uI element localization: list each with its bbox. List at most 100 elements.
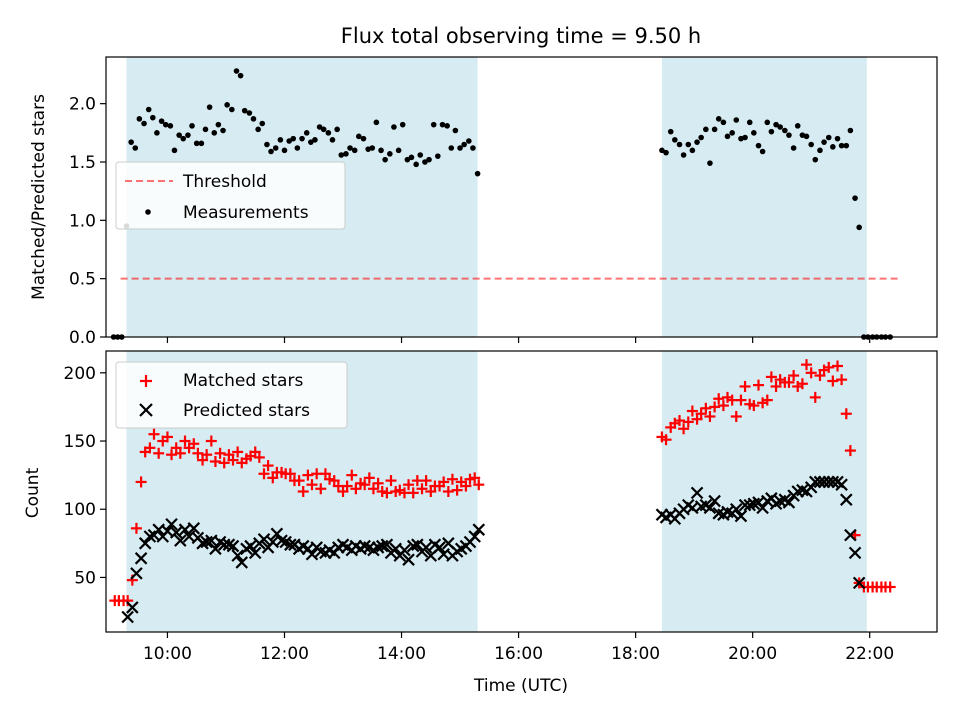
measurement-point [202,126,209,133]
measurement-point [189,123,195,129]
matched-stars-point [832,360,844,372]
measurement-point [286,138,292,144]
predicted-stars-point [782,496,796,509]
matched-stars-point [174,447,186,459]
x-tick-label: 10:00 [143,644,192,664]
measurement-point [334,126,340,133]
measurement-point [338,152,345,158]
top-y-tick-label: 1.5 [69,153,96,173]
matched-stars-point [739,380,751,392]
measurement-point [821,139,827,145]
measurement-point [764,119,771,126]
measurement-point [703,126,709,133]
measurement-point [128,139,134,145]
measurement-point [659,147,665,154]
predicted-stars-point [743,498,757,512]
measurement-point [369,145,376,151]
predicted-stars-point [371,541,385,554]
measurement-point [773,121,779,128]
matched-stars-point [188,438,200,450]
matched-stars-point [315,483,327,495]
measurement-point [167,123,174,129]
measurement-point [680,152,687,158]
measurement-point [729,130,735,136]
matched-stars-point [209,455,221,467]
measurement-point [466,138,472,144]
measurement-point [790,145,797,151]
measurement-point [838,142,845,149]
measurement-point [825,134,832,141]
measurement-point [399,121,406,128]
predicted-stars-point [852,576,866,590]
predicted-stars-point [411,538,424,551]
matched-stars-point [460,480,472,492]
matched-stars-point [783,376,795,388]
predicted-stars-point [126,601,139,614]
top-axes-frame [105,56,938,338]
measurement-point [707,160,713,166]
matched-stars-point [438,476,450,488]
matched-stars-point [730,410,742,422]
measurement-point [325,130,332,136]
predicted-stars-point [835,478,848,491]
predicted-stars-point [796,483,809,497]
top-observing-window-1 [661,57,867,337]
predicted-stars-point [165,517,178,531]
measurement-point [786,132,792,138]
measurement-point [299,135,305,142]
measurement-point [198,140,205,147]
matched-stars-point [297,486,309,497]
measurement-point [408,154,415,161]
predicted-stars-point [231,549,244,562]
measurement-point [351,147,358,154]
matched-stars-point [130,522,142,534]
measurement-point [694,139,700,145]
matched-stars-point [451,484,463,496]
matched-stars-point [407,487,419,499]
predicted-stars-point [121,610,134,624]
measurement-point [343,151,349,157]
matched-stars-point [403,479,415,491]
legend-threshold-label: Threshold [182,172,267,192]
chart-title: Flux total observing time = 9.50 h [341,24,701,48]
matched-stars-point [713,393,725,405]
predicted-stars-point [398,543,411,557]
measurement-point [422,159,428,165]
top-legend: Threshold Measurements [115,161,346,230]
predicted-stars-point [729,502,743,516]
predicted-stars-point [284,538,297,551]
measurement-point [474,170,481,177]
bot-observing-window-1 [661,351,867,632]
predicted-stars-point [406,539,420,553]
matched-stars-point [420,475,432,487]
measurement-point [782,127,788,134]
top-y-tick-label: 0.5 [69,270,96,290]
matched-stars-point [201,449,213,461]
matched-stars-point [473,479,485,491]
predicted-stars-point [222,538,236,551]
measurement-point [329,137,336,143]
measurement-point [233,68,240,74]
matched-stars-point [144,442,156,454]
measurement-point [360,135,367,142]
predicted-stars-point [419,541,433,554]
matched-stars-point [262,460,274,472]
predicted-stars-point [433,541,446,554]
matched-stars-point [161,431,173,443]
predicted-stars-point [226,539,240,553]
matched-stars-point [284,468,296,480]
x-tick-label: 14:00 [377,644,426,664]
matched-stars-point [800,359,812,371]
measurement-point [843,142,850,149]
measurement-point [316,124,323,130]
matched-stars-point [748,400,760,412]
matched-stars-point [704,410,716,422]
measurement-point [255,126,261,133]
measurement-point [452,127,459,134]
matched-stars-point [469,472,481,484]
matched-stars-point [678,423,690,435]
measurement-point [404,156,411,163]
measurement-point [817,147,823,154]
matched-stars-point [700,402,712,414]
measurement-point [689,147,696,154]
